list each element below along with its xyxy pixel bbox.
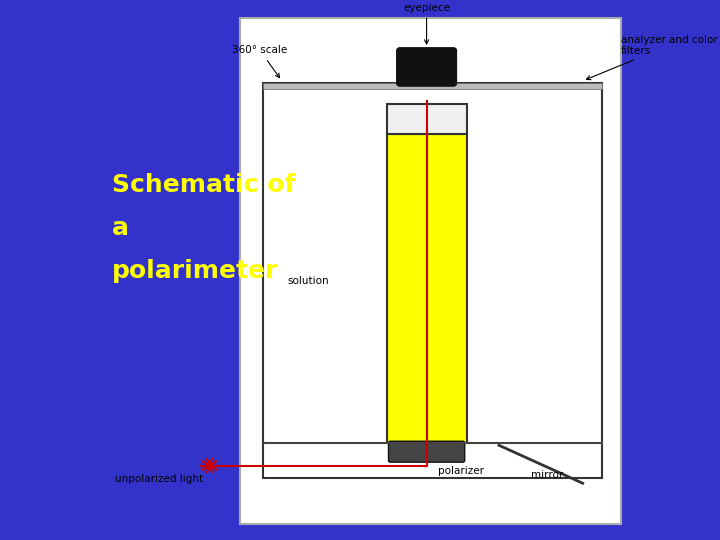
Bar xyxy=(387,104,467,134)
Text: unpolarized light: unpolarized light xyxy=(115,474,203,484)
Text: mirror: mirror xyxy=(531,470,563,480)
Text: Schematic of 
a
polarimeter: Schematic of a polarimeter xyxy=(112,173,304,282)
Text: polarizer: polarizer xyxy=(438,465,484,476)
Text: analyzer and color
filters: analyzer and color filters xyxy=(586,35,718,80)
FancyBboxPatch shape xyxy=(389,441,464,462)
FancyBboxPatch shape xyxy=(397,48,456,86)
Text: 360° scale: 360° scale xyxy=(233,45,287,78)
Bar xyxy=(263,83,602,478)
Bar xyxy=(387,134,467,443)
Text: solution: solution xyxy=(288,276,329,286)
Text: eyepiece: eyepiece xyxy=(403,3,450,44)
Bar xyxy=(263,83,602,90)
Bar xyxy=(240,18,621,524)
